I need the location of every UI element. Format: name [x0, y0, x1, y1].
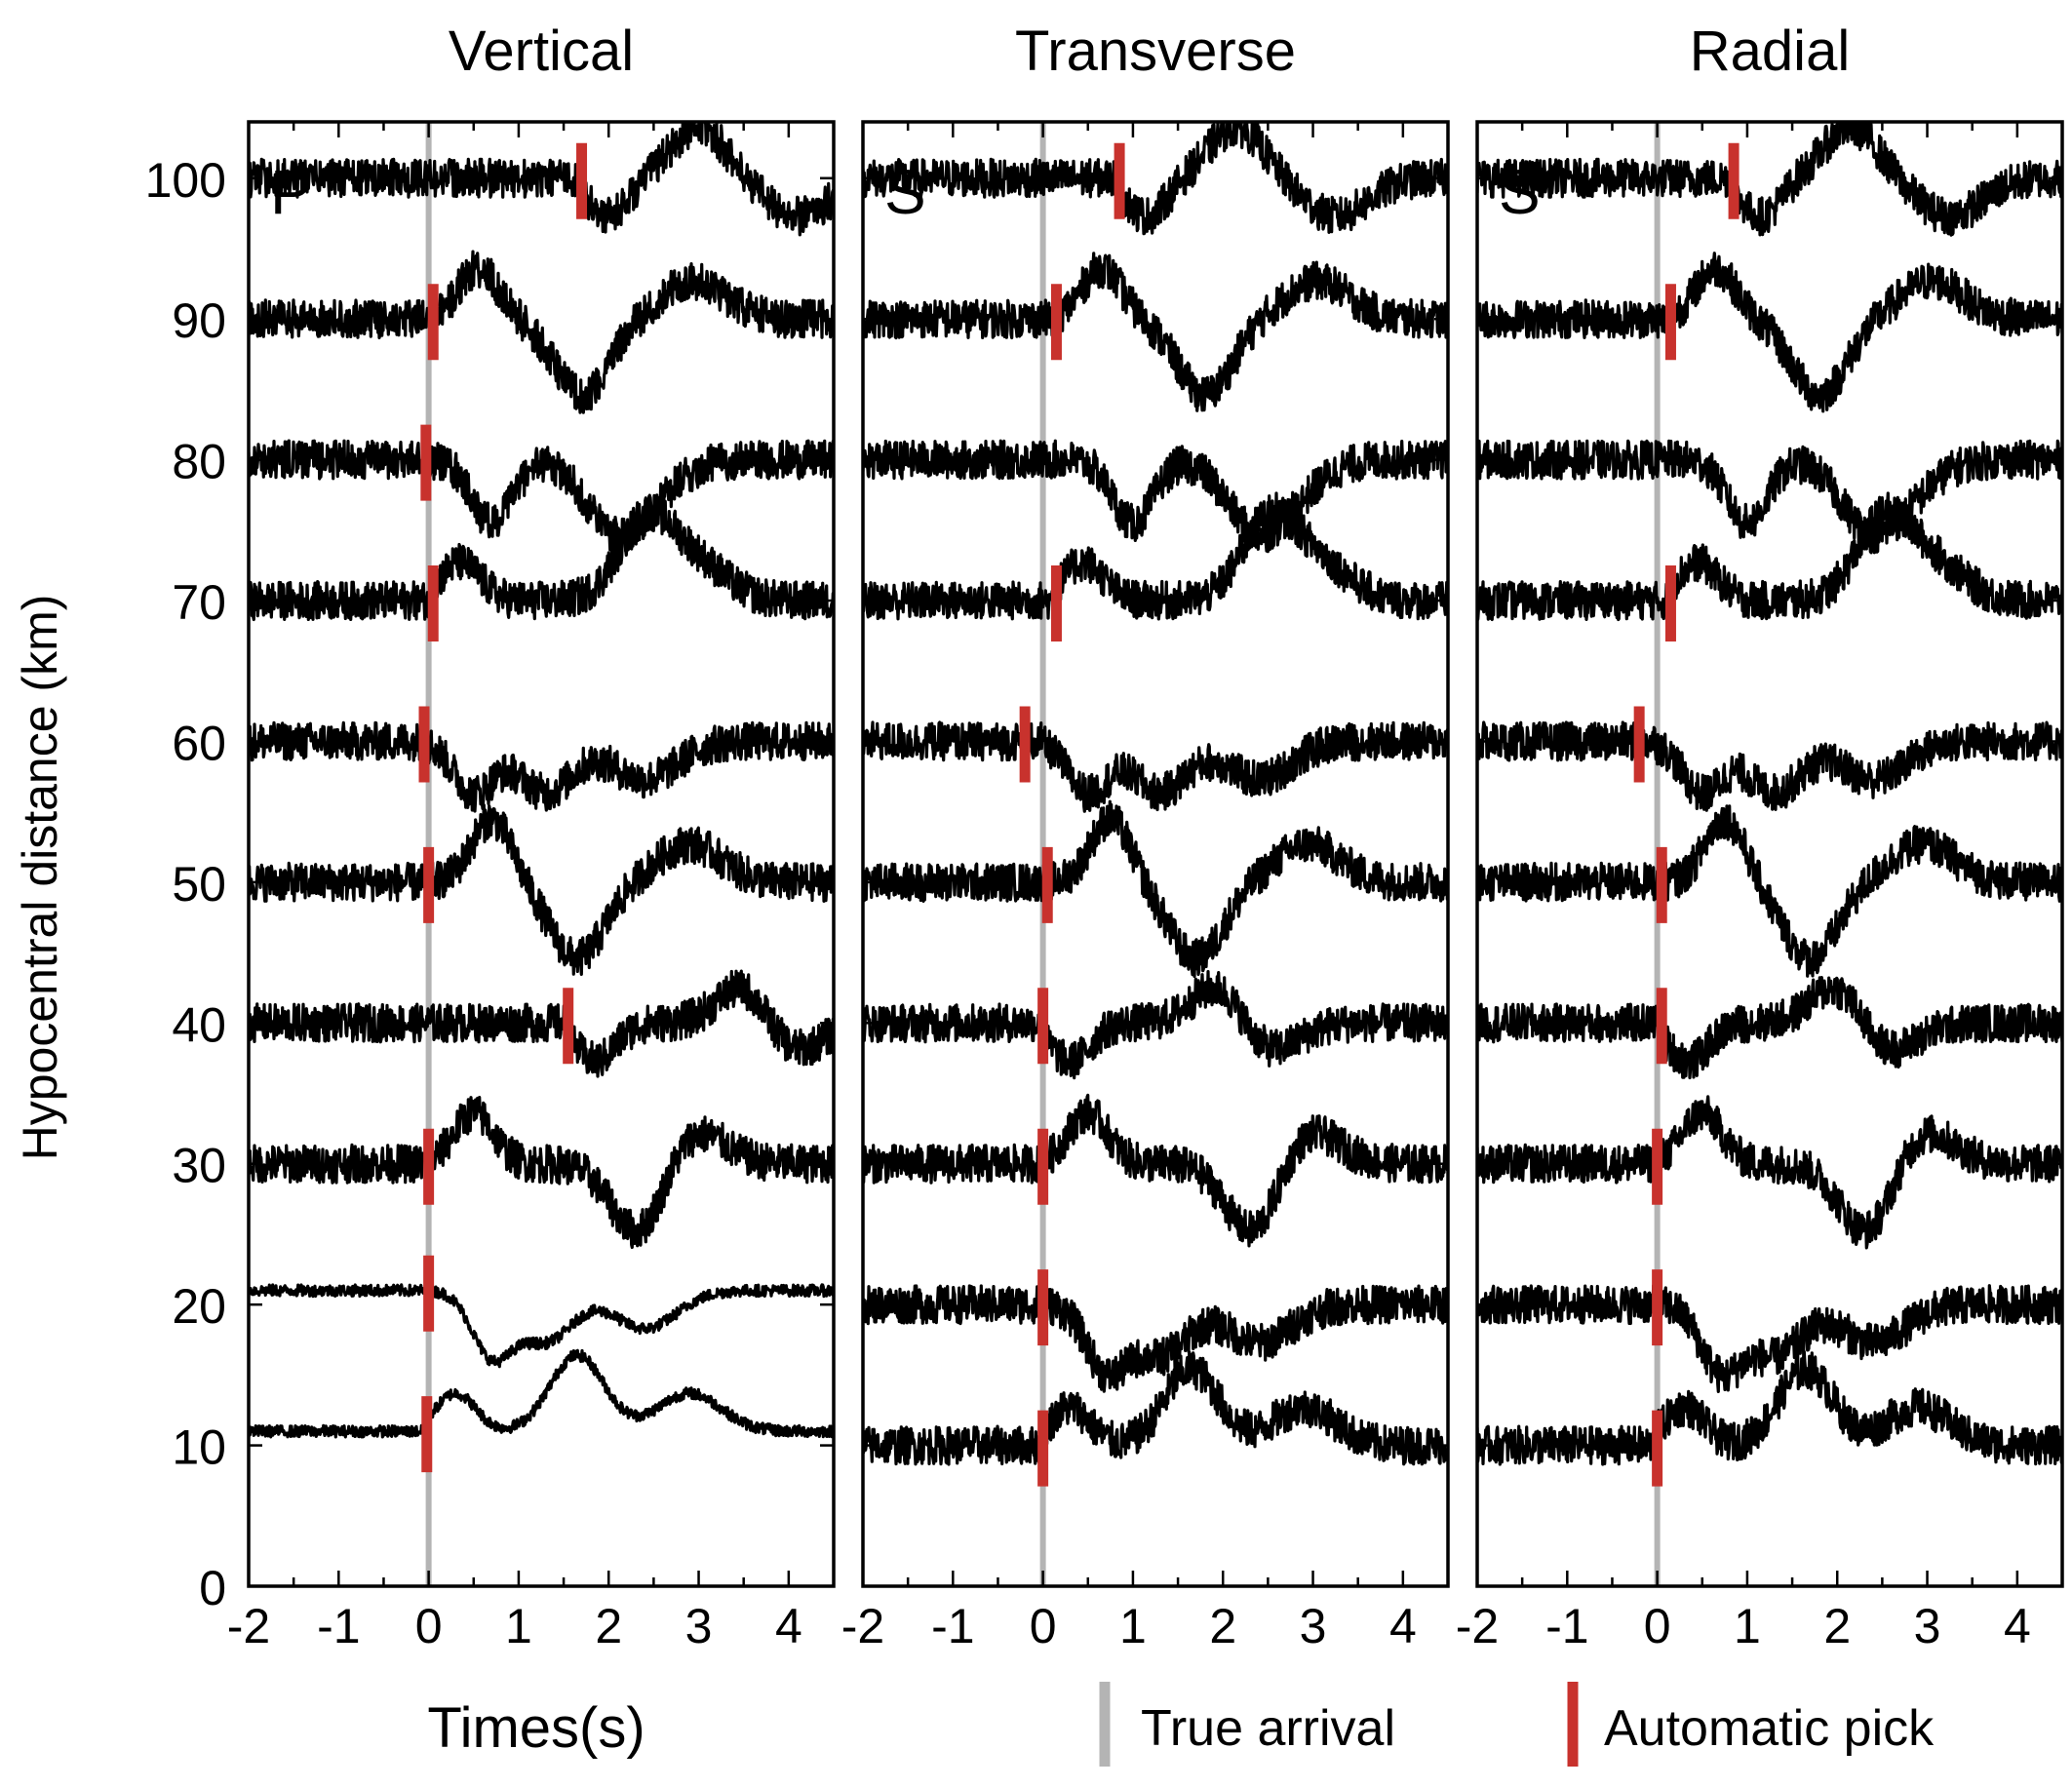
x-tick-label: -1	[1545, 1599, 1588, 1653]
y-tick-label: 90	[172, 293, 226, 348]
trace-80km	[249, 439, 834, 555]
x-tick-label: -2	[841, 1599, 884, 1653]
y-tick-label: 60	[172, 716, 226, 770]
y-tick-labels: 0 10 20 30 40 50 60 70 80 90 100	[145, 153, 226, 1615]
trace-50km	[863, 799, 1448, 979]
y-tick-label: 0	[199, 1561, 226, 1615]
trace-100km	[249, 122, 834, 237]
trace-30km	[1477, 1095, 2062, 1250]
trace-10km	[863, 1350, 1448, 1466]
y-tick-label: 10	[172, 1420, 226, 1475]
x-tick-label: 2	[1209, 1599, 1236, 1653]
x-tick-label: 0	[415, 1599, 443, 1653]
trace-70km	[249, 493, 834, 622]
x-tick-label: 2	[1823, 1599, 1851, 1653]
legend: True arrival Automatic pick	[1099, 1682, 1935, 1767]
y-tick-label: 50	[172, 857, 226, 912]
x-tick-label: 1	[1734, 1599, 1761, 1653]
trace-20km	[1477, 1284, 2062, 1394]
y-axis-label: Hypocentral distance (km)	[13, 595, 67, 1161]
x-tick-label: 3	[1300, 1599, 1327, 1653]
trace-60km	[1477, 720, 2062, 812]
panel-title: Radial	[1690, 19, 1850, 83]
trace-90km	[863, 252, 1448, 412]
x-tick-label: -2	[1456, 1599, 1499, 1653]
x-tick-label: -2	[227, 1599, 270, 1653]
x-tick-label: 4	[2004, 1599, 2031, 1653]
legend-label: Automatic pick	[1604, 1700, 1935, 1757]
x-tick-label: 1	[505, 1599, 532, 1653]
y-tick-label: 30	[172, 1139, 226, 1193]
x-ticks	[861, 122, 1450, 1588]
trace-50km	[1477, 804, 2062, 978]
trace-90km	[1477, 252, 2062, 413]
phase-label: S	[884, 157, 926, 227]
x-tick-label: -1	[317, 1599, 360, 1653]
panel-transverse: Transverse S -2 -1 0 1 2 3 4	[841, 19, 1450, 1653]
y-tick-label: 70	[172, 575, 226, 630]
y-tick-label: 20	[172, 1279, 226, 1334]
trace-60km	[249, 720, 834, 813]
y-tick-label: 80	[172, 435, 226, 489]
trace-80km	[1477, 439, 2062, 555]
trace-100km	[1477, 122, 2062, 237]
trace-60km	[863, 720, 1448, 813]
x-tick-label: 2	[595, 1599, 622, 1653]
x-tick-label: 4	[1389, 1599, 1417, 1653]
trace-20km	[863, 1284, 1448, 1393]
x-tick-label: 3	[685, 1599, 713, 1653]
trace-30km	[863, 1093, 1448, 1248]
x-ticks	[1475, 122, 2064, 1588]
trace-90km	[249, 250, 834, 414]
trace-10km	[249, 1348, 834, 1439]
panel-title: Vertical	[449, 19, 634, 83]
phase-label: S	[1499, 157, 1541, 227]
trace-20km	[249, 1283, 834, 1369]
legend-label: True arrival	[1141, 1700, 1395, 1757]
panel-vertical: Vertical P -2 -1 0 1 2 3 4	[227, 19, 836, 1653]
x-tick-label: 1	[1119, 1599, 1147, 1653]
trace-70km	[863, 491, 1448, 621]
trace-10km	[1477, 1349, 2062, 1466]
trace-100km	[863, 122, 1448, 236]
panel-frame	[1475, 120, 2064, 1588]
trace-40km	[1477, 975, 2062, 1080]
x-tick-label: 0	[1644, 1599, 1671, 1653]
panel-title: Transverse	[1015, 19, 1296, 83]
x-ticks	[247, 122, 836, 1588]
traces	[1477, 122, 2062, 1466]
trace-40km	[249, 969, 834, 1078]
x-tick-label: 4	[775, 1599, 802, 1653]
y-tick-label: 40	[172, 997, 226, 1052]
x-tick-label: 3	[1914, 1599, 1941, 1653]
trace-50km	[249, 803, 834, 977]
y-axis-label-group: Hypocentral distance (km)	[13, 595, 67, 1161]
x-axis-label: Times(s)	[427, 1696, 645, 1760]
x-tick-label: 0	[1030, 1599, 1057, 1653]
panel-frame	[247, 120, 836, 1588]
traces	[249, 122, 834, 1439]
trace-30km	[249, 1095, 834, 1250]
trace-40km	[863, 969, 1448, 1080]
panel-radial: Radial S -2 -1 0 1 2 3 4	[1456, 19, 2064, 1653]
trace-70km	[1477, 491, 2062, 622]
panel-frame	[861, 120, 1450, 1588]
phase-label: P	[270, 157, 312, 227]
x-tick-label: -1	[931, 1599, 974, 1653]
traces	[863, 122, 1448, 1466]
trace-80km	[863, 439, 1448, 554]
y-tick-label: 100	[145, 153, 226, 208]
